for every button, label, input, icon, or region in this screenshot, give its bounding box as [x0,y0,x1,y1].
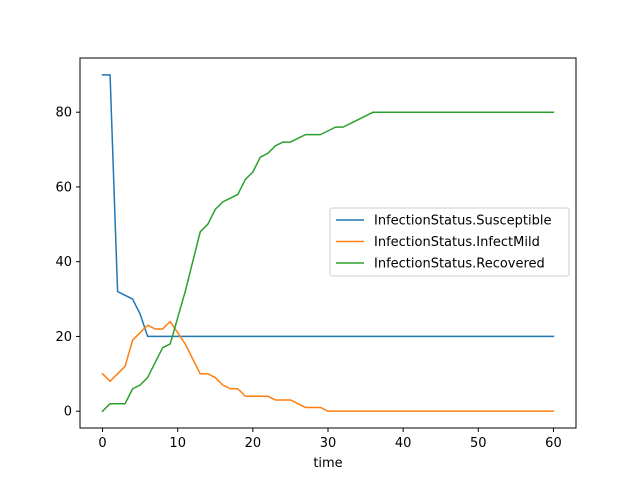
x-tick-label: 50 [470,436,487,451]
x-axis-label: time [313,456,342,471]
y-tick-label: 20 [55,330,72,345]
legend-label: InfectionStatus.InfectMild [374,235,540,250]
series-line-2 [101,111,555,413]
series-line-0 [101,74,555,338]
legend-label: InfectionStatus.Recovered [374,257,545,272]
x-tick-label: 60 [545,436,562,451]
x-tick-label: 40 [395,436,412,451]
x-tick-label: 0 [98,436,106,451]
y-tick-label: 60 [55,180,72,195]
series-layer [101,74,555,413]
x-tick-label: 30 [320,436,337,451]
legend: InfectionStatus.Susceptible InfectionStat… [329,207,570,277]
x-tick-label: 20 [245,436,262,451]
y-tick-label: 40 [55,255,72,270]
x-axis: 0 10 20 30 40 50 60 [98,428,562,451]
legend-label: InfectionStatus.Susceptible [374,214,552,229]
y-axis: 0 20 40 60 80 [55,106,80,420]
x-tick-label: 10 [169,436,186,451]
y-tick-label: 0 [64,405,72,420]
y-tick-label: 80 [55,106,72,121]
legend-box [329,207,570,277]
series-line-1 [101,320,555,412]
